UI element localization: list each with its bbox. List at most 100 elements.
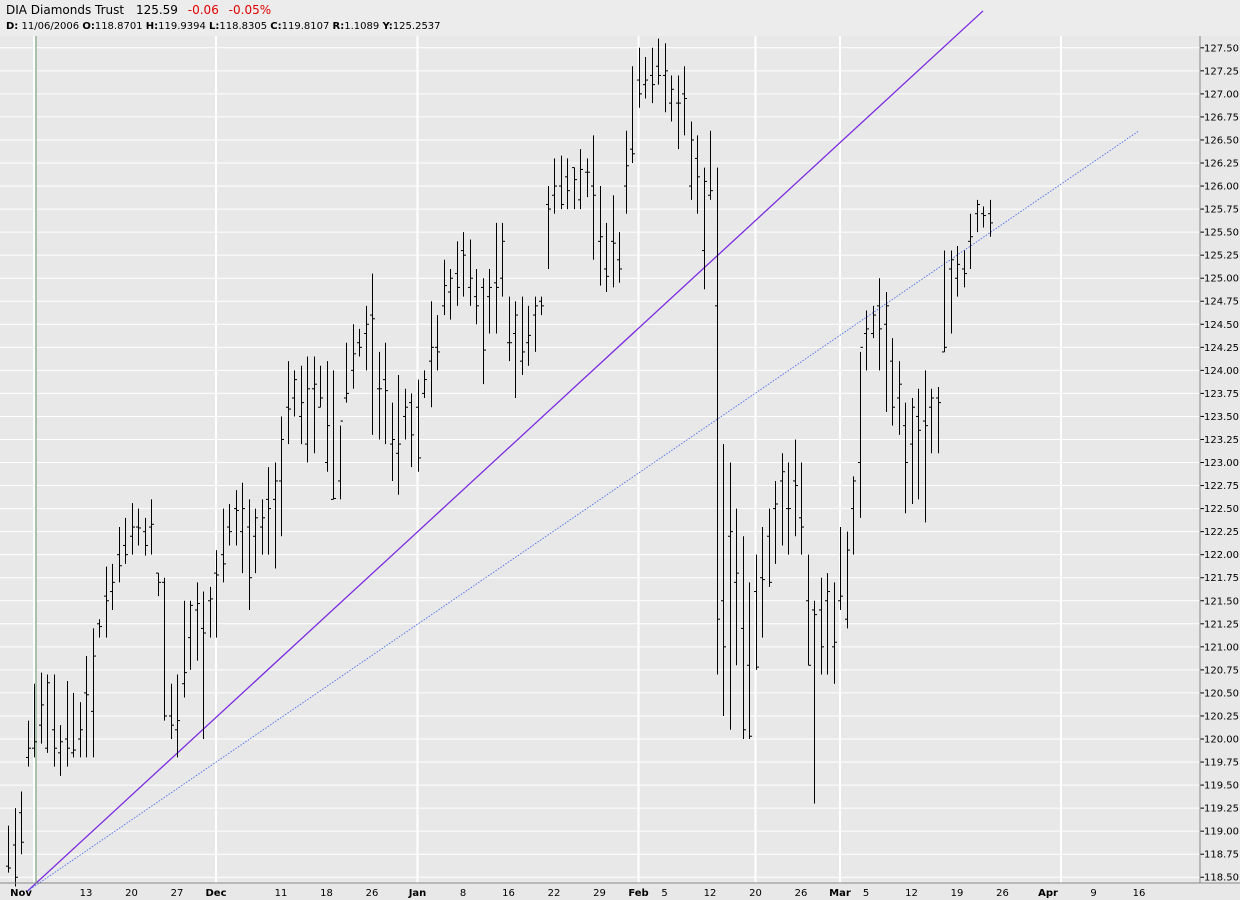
ohlc-bar (630, 66, 635, 163)
ohlc-bar (84, 656, 89, 758)
high-label: H: (145, 21, 159, 32)
trendline-dotted (27, 130, 1140, 892)
open-label: O: (82, 21, 95, 32)
ohlc-bar (578, 149, 583, 210)
ohlc-bar (214, 550, 219, 638)
ohlc-bar (760, 527, 765, 638)
ohlc-bar (637, 47, 642, 108)
ohlc-bar (481, 278, 486, 385)
y-tick-label: 122.75 (1204, 481, 1239, 492)
x-tick-label: 20 (125, 888, 138, 899)
x-axis: Nov 13 20 27 Dec 11 18 26 Jan 8 16 22 29 Feb 5 12 20 26 Ma… (0, 882, 1240, 899)
ohlc-bar (286, 361, 291, 445)
ohlc-bar (13, 808, 18, 887)
y-value: 125.2537 (392, 21, 441, 32)
ohlc-bar (494, 222, 499, 334)
ohlc-bar (201, 591, 206, 739)
ohlc-bar (968, 213, 973, 269)
ohlc-bar (923, 370, 928, 523)
ohlc-bar (344, 342, 349, 403)
ohlc-bar (52, 674, 57, 767)
trendline-solid (27, 10, 984, 892)
ohlc-bar (305, 356, 310, 463)
ohlc-bar (539, 296, 544, 316)
ohlc-bar (149, 499, 154, 555)
ohlc-bar (533, 296, 538, 352)
y-tick-label: 125.25 (1204, 251, 1239, 262)
ohlc-bar (864, 310, 869, 371)
ohlc-bar (780, 453, 785, 546)
x-tick-label: 16 (502, 888, 515, 899)
y-axis: 118.50 118.75 119.00 119.25 119.50 119.75 120.… (1199, 36, 1239, 884)
y-tick-label: 124.25 (1204, 343, 1239, 354)
y-tick-label: 125.50 (1204, 228, 1239, 239)
x-tick-label: 26 (366, 888, 379, 899)
ohlc-bar (624, 130, 629, 214)
ohlc-bar (318, 365, 323, 408)
ohlc-bar (812, 600, 817, 804)
open-value: 118.8701 (94, 21, 143, 32)
ohlc-bar (435, 315, 440, 371)
low-label: L: (209, 21, 220, 32)
ohlc-bar (234, 490, 239, 546)
ohlc-bar (942, 250, 947, 353)
ohlc-bar (91, 628, 96, 758)
ohlc-bar (6, 825, 11, 873)
y-tick-label: 120.50 (1204, 688, 1239, 699)
ohlc-bar (754, 554, 759, 670)
ohlc-bar (123, 517, 128, 564)
ohlc-bar (871, 305, 876, 339)
x-tick-label: 22 (548, 888, 561, 899)
ohlc-bar (279, 416, 284, 537)
ohlc-bar (78, 702, 83, 758)
ohlc-bar (988, 199, 993, 237)
x-tick-label: Apr (1038, 888, 1058, 899)
x-tick-label: 20 (749, 888, 762, 899)
ohlc-bar (858, 346, 863, 518)
x-tick-label: 26 (795, 888, 808, 899)
ohlc-bar (838, 527, 843, 610)
ohlc-bar (247, 499, 252, 610)
x-tick-label: Dec (205, 888, 226, 899)
ohlc-bar (981, 206, 986, 228)
ohlc-bar (598, 186, 603, 286)
ohlc-bar (851, 476, 856, 555)
ohlc-info-line: D: 11/06/2006 O:118.8701 H:119.9394 L:11… (6, 21, 441, 32)
ohlc-bar (916, 388, 921, 500)
ohlc-bar (611, 195, 616, 288)
ohlc-bar (500, 222, 505, 297)
x-tick-label: 19 (951, 888, 964, 899)
ohlc-bar (273, 462, 278, 569)
x-tick-label: Mar (829, 888, 851, 899)
ohlc-bar (832, 582, 837, 684)
y-tick-label: 119.25 (1204, 804, 1239, 815)
ohlc-bar (195, 582, 200, 661)
ohlc-bar (884, 292, 889, 412)
ohlc-bar (819, 577, 824, 675)
ohlc-bar (403, 388, 408, 440)
ohlc-bar (97, 619, 102, 638)
y-tick-label: 123.50 (1204, 412, 1239, 423)
last-price: 125.59 (135, 3, 178, 17)
ohlc-bar (591, 135, 596, 260)
ohlc-bar (19, 791, 24, 855)
ohlc-bar (227, 503, 232, 546)
ohlc-bar (513, 301, 518, 399)
ohlc-bar (221, 508, 226, 583)
ohlc-bar (747, 582, 752, 739)
ohlc-bar (110, 563, 115, 610)
price-change-percent: -0.05% (228, 3, 272, 17)
x-tick-label: 5 (863, 888, 869, 899)
ohlc-bar (708, 130, 713, 200)
y-tick-label: 118.75 (1204, 850, 1239, 861)
ohlc-bar (474, 268, 479, 325)
ohlc-bar (773, 480, 778, 564)
x-tick-label: 12 (905, 888, 918, 899)
plot-area (0, 36, 1200, 883)
ohlc-bar (897, 361, 902, 435)
ohlc-bar (162, 577, 167, 721)
y-tick-label: 125.00 (1204, 274, 1239, 285)
ohlc-bar (429, 301, 434, 408)
y-tick-label: 122.50 (1204, 504, 1239, 515)
